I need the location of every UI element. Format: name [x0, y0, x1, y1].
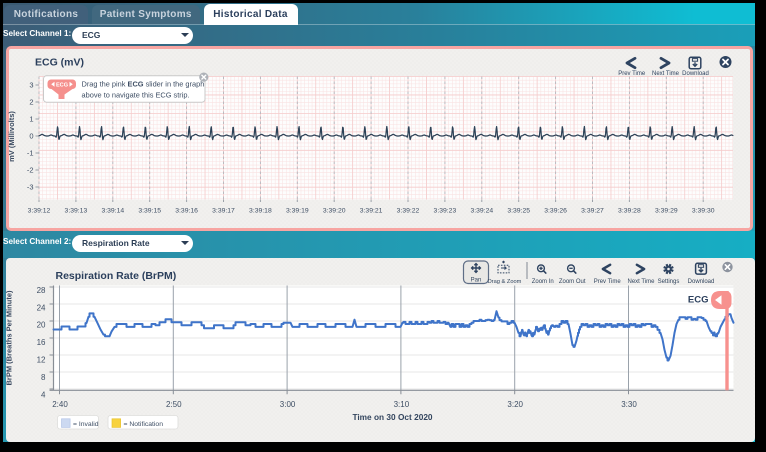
- svg-text:Prev Time: Prev Time: [593, 279, 621, 285]
- svg-text:above to navigate this ECG str: above to navigate this ECG strip.: [82, 90, 190, 99]
- svg-text:BrPM (Breaths Per Minute): BrPM (Breaths Per Minute): [4, 290, 13, 386]
- svg-text:Drag the pink ECG slider in th: Drag the pink ECG slider in the graph: [82, 79, 205, 88]
- svg-text:3:39:30: 3:39:30: [692, 207, 715, 214]
- svg-text:20: 20: [36, 321, 45, 330]
- svg-text:3: 3: [29, 80, 33, 89]
- svg-text:ECG (mV): ECG (mV): [35, 56, 84, 68]
- svg-text:3:39:29: 3:39:29: [655, 207, 678, 214]
- svg-text:3:39:26: 3:39:26: [544, 207, 567, 214]
- svg-text:Zoom Out: Zoom Out: [558, 279, 585, 285]
- svg-text:3:10: 3:10: [393, 400, 409, 409]
- svg-text:3:00: 3:00: [279, 400, 295, 409]
- svg-text:3:39:24: 3:39:24: [470, 207, 493, 214]
- svg-text:Next Time: Next Time: [652, 70, 680, 76]
- svg-text:ECG: ECG: [56, 82, 68, 88]
- svg-text:3:39:21: 3:39:21: [360, 207, 383, 214]
- svg-text:Pan: Pan: [470, 278, 481, 284]
- svg-text:3:39:16: 3:39:16: [175, 207, 198, 214]
- svg-text:-3: -3: [27, 182, 34, 191]
- svg-text:3:20: 3:20: [507, 400, 523, 409]
- svg-text:= Notification: = Notification: [123, 421, 163, 428]
- svg-text:3:39:27: 3:39:27: [581, 207, 604, 214]
- svg-text:3:39:20: 3:39:20: [323, 207, 346, 214]
- svg-text:Zoom In: Zoom In: [531, 279, 553, 285]
- svg-text:16: 16: [36, 338, 45, 347]
- svg-text:3:39:19: 3:39:19: [286, 207, 309, 214]
- svg-text:24: 24: [36, 303, 45, 312]
- svg-text:= Invalid: = Invalid: [73, 421, 99, 428]
- svg-text:Respiration Rate (BrPM): Respiration Rate (BrPM): [55, 270, 176, 282]
- svg-text:2:40: 2:40: [52, 400, 68, 409]
- svg-text:3:39:14: 3:39:14: [101, 207, 124, 214]
- svg-text:-1: -1: [27, 148, 34, 157]
- svg-text:-2: -2: [27, 165, 34, 174]
- svg-text:8: 8: [41, 373, 46, 382]
- svg-text:3:39:18: 3:39:18: [249, 207, 272, 214]
- svg-text:Time on 30 Oct 2020: Time on 30 Oct 2020: [352, 412, 432, 422]
- svg-text:12: 12: [36, 356, 45, 365]
- svg-text:Next Time: Next Time: [627, 279, 655, 285]
- svg-text:ECG: ECG: [687, 295, 708, 306]
- svg-text:Drag & Zoom: Drag & Zoom: [487, 279, 521, 285]
- svg-text:1: 1: [29, 114, 33, 123]
- svg-text:Download: Download: [687, 279, 714, 285]
- svg-text:3:39:13: 3:39:13: [65, 207, 88, 214]
- svg-text:Download: Download: [682, 70, 709, 76]
- svg-text:Prev Time: Prev Time: [618, 70, 646, 76]
- svg-text:2: 2: [29, 97, 33, 106]
- svg-text:2:50: 2:50: [166, 400, 182, 409]
- svg-text:3:39:15: 3:39:15: [138, 207, 161, 214]
- svg-text:3:39:12: 3:39:12: [28, 207, 51, 214]
- svg-text:4: 4: [41, 391, 46, 400]
- svg-text:3:39:22: 3:39:22: [397, 207, 420, 214]
- svg-text:mV (Millivolts): mV (Millivolts): [7, 110, 16, 161]
- svg-text:3:39:28: 3:39:28: [618, 207, 641, 214]
- svg-text:3:30: 3:30: [621, 400, 637, 409]
- svg-text:28: 28: [36, 286, 45, 295]
- svg-text:3:39:17: 3:39:17: [212, 207, 235, 214]
- svg-text:0: 0: [29, 131, 33, 140]
- svg-text:3:39:25: 3:39:25: [507, 207, 530, 214]
- svg-text:3:39:23: 3:39:23: [434, 207, 457, 214]
- svg-text:Settings: Settings: [657, 279, 679, 285]
